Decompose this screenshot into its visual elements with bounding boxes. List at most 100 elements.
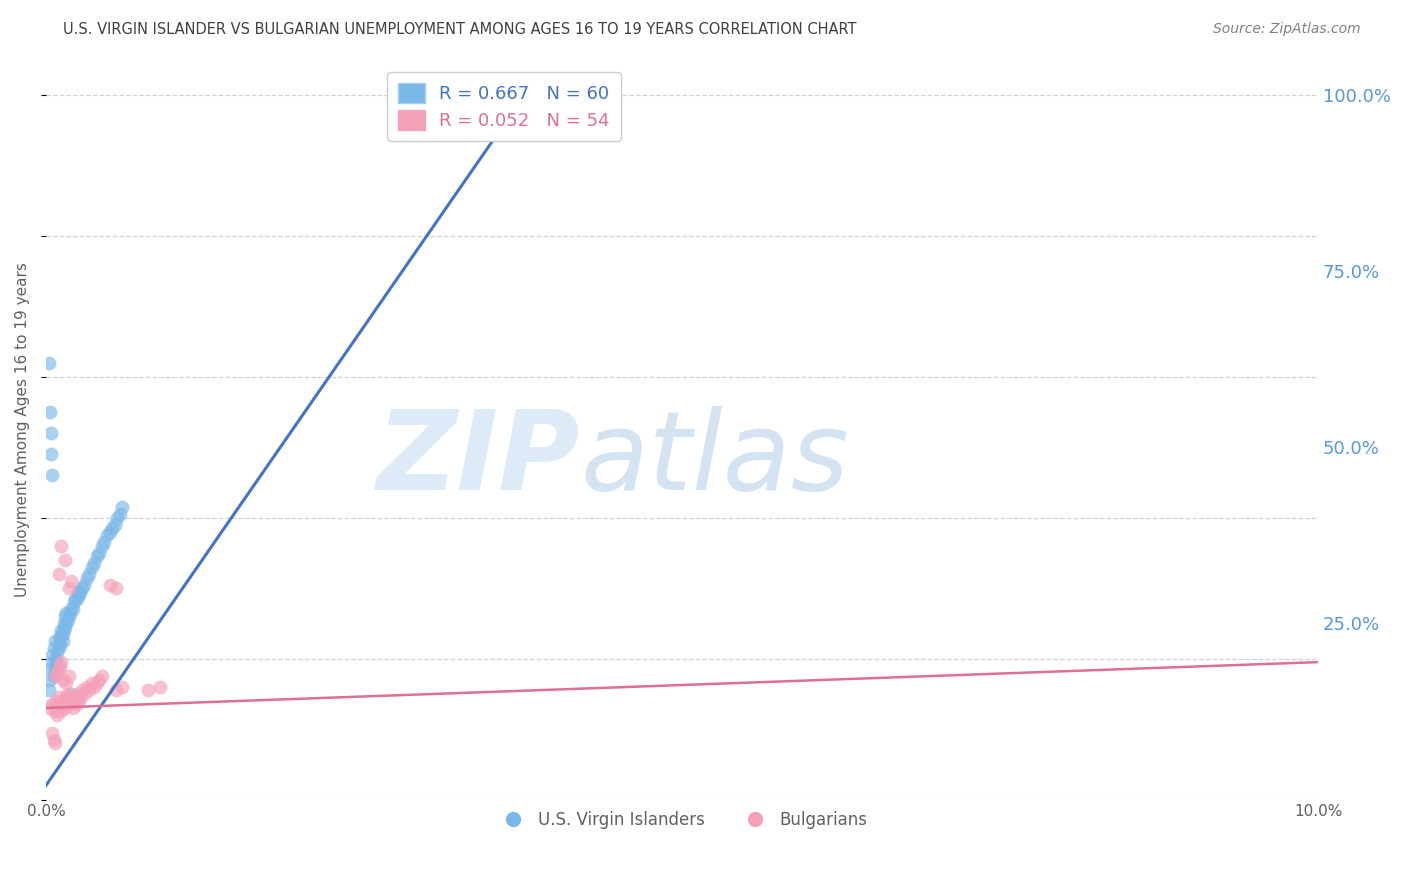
Point [104,581,127,595]
Point [55,616,77,631]
Point [63,595,86,609]
Point [38,356,60,370]
Point [53,609,76,624]
Point [91,539,114,553]
Point [51,694,73,708]
Point [55,690,77,705]
Point [60,690,83,705]
Point [51,705,73,719]
Point [49,638,72,652]
Point [46,708,69,723]
Point [73,687,96,701]
Point [48,567,70,582]
Point [76,570,98,584]
Point [42,640,65,655]
Point [67,588,90,602]
Text: Source: ZipAtlas.com: Source: ZipAtlas.com [1213,22,1361,37]
Point [46,644,69,658]
Point [45,669,67,683]
Point [62,701,84,715]
Point [63,694,86,708]
Point [66,687,89,701]
Point [73,577,96,591]
Point [60,574,83,588]
Point [59,606,82,620]
Point [69,584,91,599]
Point [65,690,87,705]
Point [48,640,70,655]
Point [52,701,75,715]
Point [51,539,73,553]
Point [76,680,98,694]
Point [77,683,100,698]
Point [51,634,73,648]
Point [45,651,67,665]
Point [108,507,131,521]
Point [86,676,108,690]
Point [62,602,84,616]
Point [83,680,105,694]
Point [44,736,66,750]
Point [58,609,80,624]
Y-axis label: Unemployment Among Ages 16 to 19 years: Unemployment Among Ages 16 to 19 years [15,262,30,597]
Point [45,694,67,708]
Point [65,591,87,606]
Point [69,690,91,705]
Point [49,698,72,712]
Point [59,698,82,712]
Point [55,606,77,620]
Point [65,591,87,606]
Point [38,673,60,687]
Text: U.S. VIRGIN ISLANDER VS BULGARIAN UNEMPLOYMENT AMONG AGES 16 TO 19 YEARS CORRELA: U.S. VIRGIN ISLANDER VS BULGARIAN UNEMPL… [63,22,856,37]
Point [44,634,66,648]
Point [104,683,127,698]
Point [45,655,67,669]
Point [60,602,83,616]
Point [105,510,128,524]
Point [66,584,89,599]
Point [67,694,90,708]
Point [80,676,103,690]
Point [70,581,93,595]
Point [65,698,87,712]
Point [89,546,111,560]
Point [41,468,63,483]
Point [96,528,118,542]
Text: atlas: atlas [581,406,849,513]
Point [42,669,65,683]
Point [51,673,73,687]
Point [98,577,121,591]
Point [56,613,79,627]
Point [46,665,69,680]
Point [51,624,73,638]
Point [44,662,66,676]
Point [42,732,65,747]
Point [44,705,66,719]
Point [89,673,111,687]
Point [51,627,73,641]
Point [111,680,134,694]
Point [39,426,62,441]
Point [98,524,121,539]
Point [77,567,100,582]
Point [48,634,70,648]
Point [52,624,75,638]
Point [49,631,72,645]
Point [41,698,63,712]
Point [111,500,134,514]
Point [58,694,80,708]
Point [38,701,60,715]
Point [52,616,75,631]
Point [58,581,80,595]
Legend: U.S. Virgin Islanders, Bulgarians: U.S. Virgin Islanders, Bulgarians [489,805,875,836]
Point [48,690,70,705]
Point [93,535,115,549]
Point [60,687,83,701]
Point [38,683,60,698]
Point [53,553,76,567]
Point [104,517,127,532]
Point [38,405,60,419]
Point [51,655,73,669]
Point [39,662,62,676]
Point [56,687,79,701]
